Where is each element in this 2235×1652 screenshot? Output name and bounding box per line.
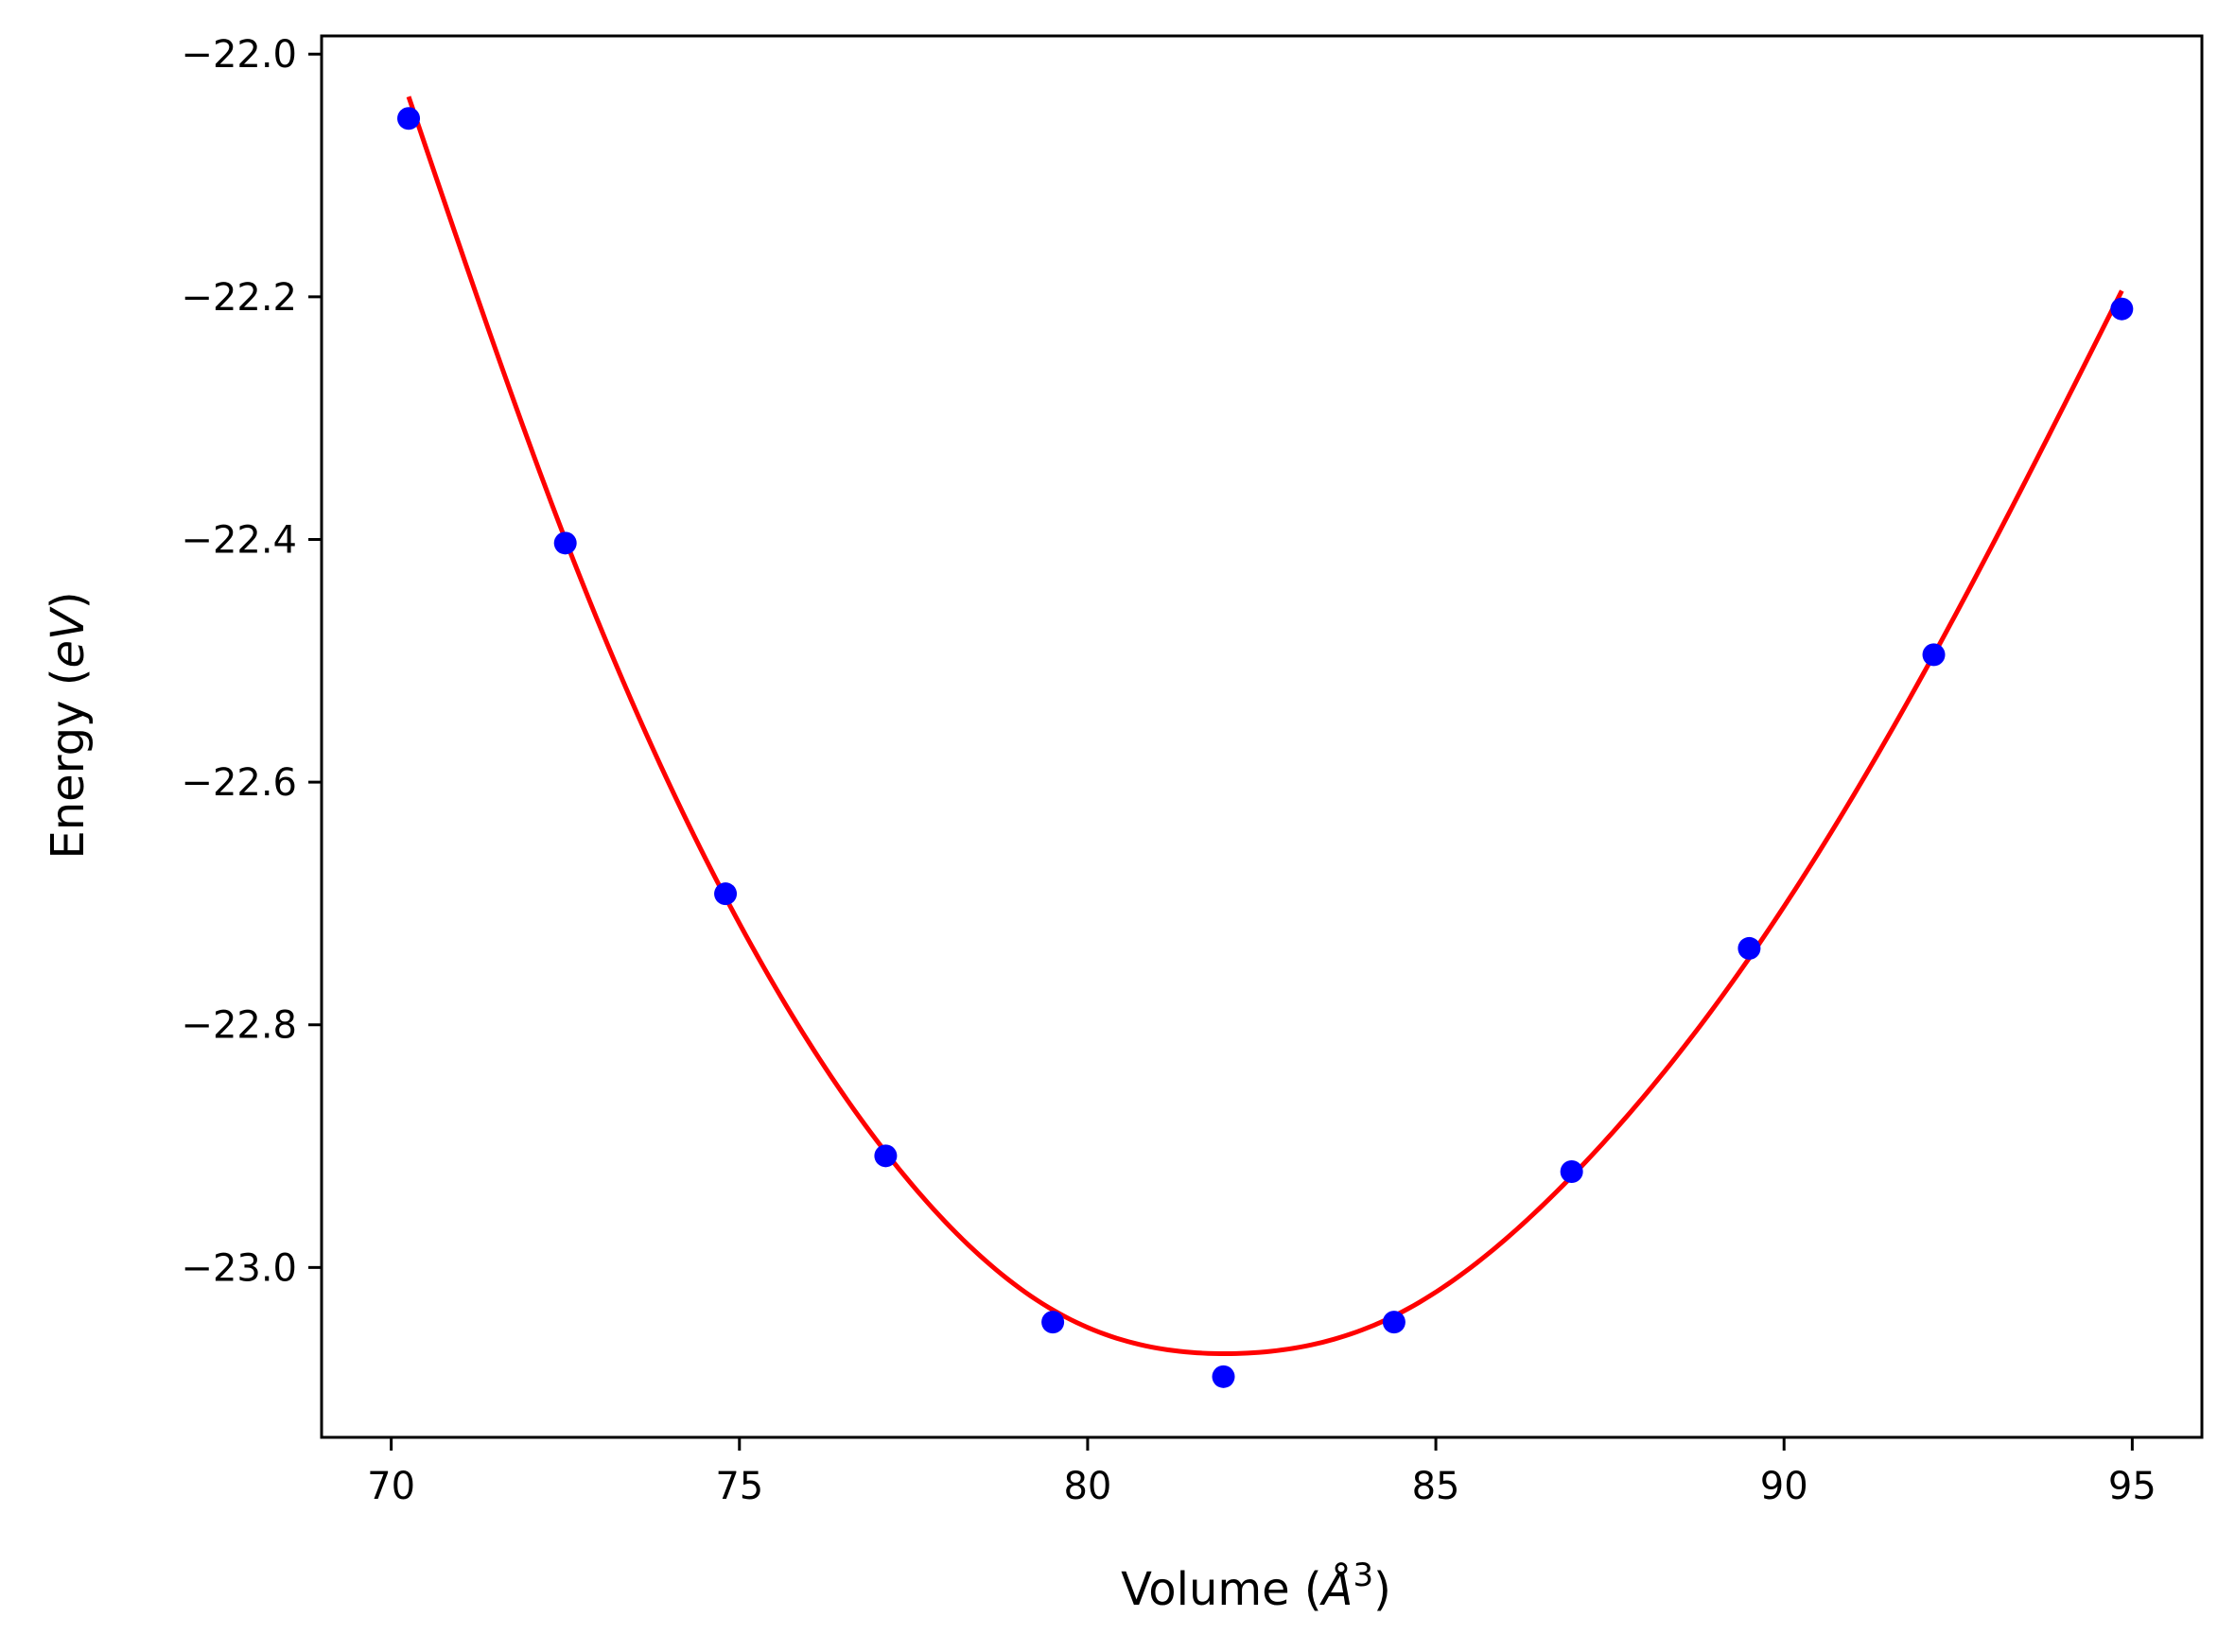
data-point [714, 882, 738, 906]
data-point [397, 107, 421, 130]
fit-curve [406, 96, 2124, 1357]
y-axis-label-unit: eV [42, 606, 95, 669]
y-axis-label: Energy (eV) [42, 591, 95, 859]
plot-area [397, 96, 2134, 1388]
data-point [1560, 1159, 1583, 1183]
x-axis-label: Volume (Å3) [1121, 1556, 1391, 1616]
data-point [1382, 1311, 1406, 1334]
y-tick-label: −22.8 [181, 1004, 297, 1048]
data-point [553, 531, 577, 555]
y-axis-label-open: ( [42, 669, 95, 687]
axes-frame [320, 34, 2204, 1439]
data-point [874, 1144, 898, 1168]
data-point [1922, 643, 1946, 667]
data-point [2110, 297, 2134, 321]
y-tick-label: −22.2 [181, 276, 297, 320]
data-point [1041, 1311, 1065, 1334]
y-axis: −22.0 −22.2 −22.4 −22.6 −22.8 −23.0 [181, 33, 322, 1290]
x-axis-label-unit: Å [1319, 1562, 1353, 1616]
x-tick-label: 80 [1063, 1465, 1111, 1508]
x-tick-label: 70 [367, 1465, 415, 1508]
y-axis-label-close: ) [42, 591, 95, 609]
y-axis-label-text: Energy [42, 701, 95, 860]
x-tick-label: 75 [715, 1465, 763, 1508]
y-tick-label: −23.0 [181, 1246, 297, 1290]
x-axis-label-open: ( [1304, 1563, 1322, 1616]
x-axis-label-close: ) [1373, 1563, 1391, 1616]
x-axis-label-text: Volume [1121, 1563, 1290, 1616]
x-axis-label-unit-exponent: 3 [1353, 1556, 1374, 1594]
x-tick-label: 90 [1760, 1465, 1808, 1508]
y-tick-label: −22.0 [181, 33, 297, 77]
x-tick-label: 85 [1412, 1465, 1460, 1508]
x-tick-label: 95 [2108, 1465, 2156, 1508]
y-tick-label: −22.6 [181, 761, 297, 805]
x-axis: 70 75 80 85 90 95 [367, 1437, 2156, 1508]
data-point [1737, 936, 1761, 960]
data-point [1212, 1365, 1235, 1388]
y-tick-label: −22.4 [181, 518, 297, 562]
